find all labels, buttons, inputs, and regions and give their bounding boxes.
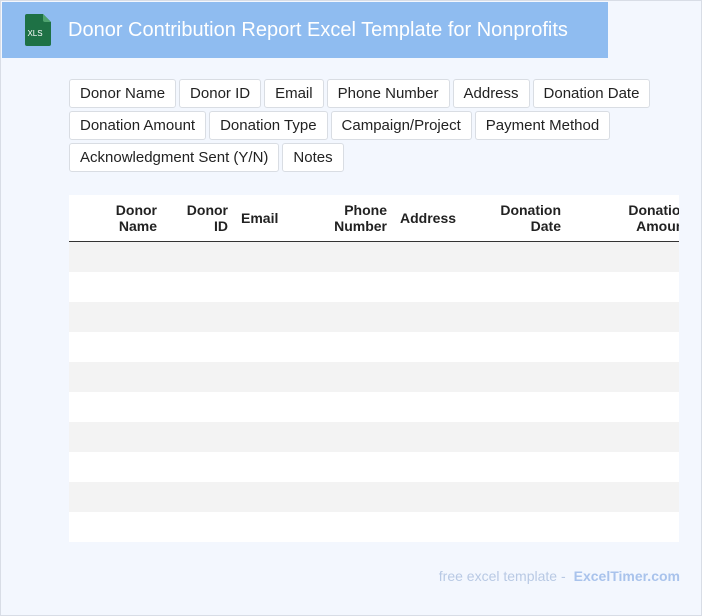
- table-row: [69, 242, 679, 272]
- title-bar: XLS Donor Contribution Report Excel Temp…: [2, 2, 608, 58]
- table-row: [69, 452, 679, 482]
- field-chip-address[interactable]: Address: [452, 79, 530, 108]
- field-chip-donor-id[interactable]: Donor ID: [179, 79, 262, 108]
- field-chip-donation-date[interactable]: Donation Date: [532, 79, 651, 108]
- field-chip-payment-method[interactable]: Payment Method: [474, 111, 611, 140]
- column-header-donor-id[interactable]: Donor ID: [186, 202, 228, 234]
- footer-credit: free excel template - ExcelTimer.com: [439, 568, 680, 584]
- table-row: [69, 422, 679, 452]
- table-header: Donor Name Donor ID Email Phone Number Addr…: [69, 195, 679, 242]
- field-chip-donation-type[interactable]: Donation Type: [209, 111, 328, 140]
- footer-text: free excel template -: [438, 568, 566, 584]
- field-chip-phone-number[interactable]: Phone Number: [326, 79, 450, 108]
- excel-file-icon: XLS: [25, 14, 51, 46]
- field-chip-donation-amount[interactable]: Donation Amount: [69, 111, 207, 140]
- field-chip-email[interactable]: Email: [264, 79, 324, 108]
- field-chip-donor-name[interactable]: Donor Name: [69, 79, 177, 108]
- field-chip-campaign-project[interactable]: Campaign/Project: [330, 111, 472, 140]
- column-header-phone-number[interactable]: Phone Number: [334, 202, 387, 234]
- svg-text:XLS: XLS: [27, 29, 42, 38]
- field-list: Donor Name Donor ID Email Phone Number A…: [69, 79, 659, 172]
- column-header-address[interactable]: Address: [400, 210, 457, 226]
- table-row: [69, 482, 679, 512]
- table-row: [69, 332, 679, 362]
- table-row: [69, 512, 679, 542]
- column-header-donation-date[interactable]: Donation Date: [500, 202, 561, 234]
- table-row: [69, 272, 679, 302]
- page-title: Donor Contribution Report Excel Template…: [68, 19, 568, 41]
- column-header-donor-name[interactable]: Donor Name: [115, 202, 157, 234]
- field-chip-acknowledgment-sent[interactable]: Acknowledgment Sent (Y/N): [69, 143, 280, 172]
- table-row: [69, 302, 679, 332]
- data-table: Donor Name Donor ID Email Phone Number Addr…: [69, 195, 679, 542]
- footer-brand-link[interactable]: ExcelTimer.com: [573, 568, 680, 584]
- table-row: [69, 392, 679, 422]
- table-row: [69, 362, 679, 392]
- column-header-email[interactable]: Email: [241, 210, 279, 226]
- field-chip-notes[interactable]: Notes: [282, 143, 344, 172]
